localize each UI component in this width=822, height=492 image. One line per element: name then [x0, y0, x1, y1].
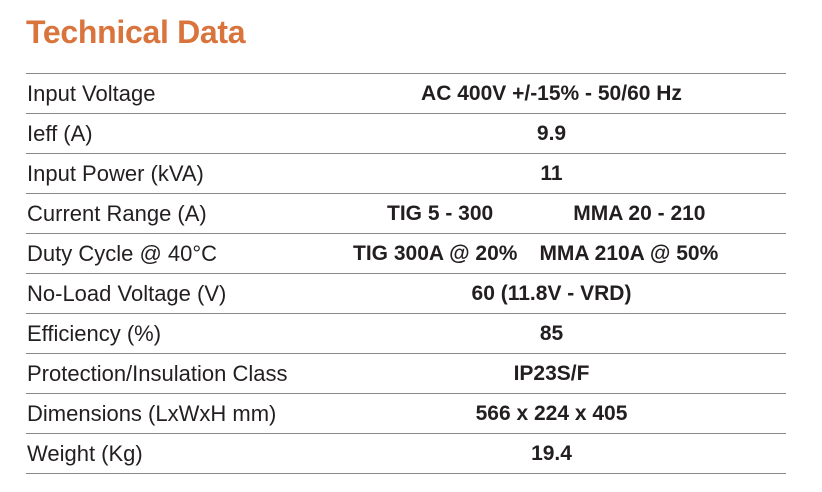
spec-value-text: 19.4 — [531, 441, 572, 465]
spec-value-tig: TIG 5 - 300 — [387, 201, 494, 225]
spec-value-tig: TIG 300A @ 20% — [353, 241, 518, 265]
spec-value: 60 (11.8V - VRD) — [357, 282, 786, 306]
spec-row-input-power: Input Power (kVA) 11 — [26, 154, 786, 194]
spec-label: Duty Cycle @ 40°C — [27, 240, 218, 266]
spec-value: IP23S/F — [357, 362, 786, 386]
spec-table: Input Voltage AC 400V +/-15% - 50/60 Hz … — [26, 73, 786, 474]
spec-value: 85 — [357, 322, 786, 346]
spec-label: Weight (Kg) — [27, 440, 143, 466]
spec-value-text: 11 — [540, 161, 563, 185]
spec-value-mma: MMA 210A @ 50% — [539, 241, 719, 265]
spec-label: Protection/Insulation Class — [27, 360, 288, 386]
spec-value-mma: MMA 20 - 210 — [573, 201, 706, 225]
spec-value: TIG 5 - 300 MMA 20 - 210 — [357, 202, 786, 226]
spec-label: Efficiency (%) — [27, 320, 162, 346]
spec-value: 566 x 224 x 405 — [357, 402, 786, 426]
spec-row-ieff: Ieff (A) 9.9 — [26, 114, 786, 154]
spec-label: Input Power (kVA) — [27, 160, 204, 186]
spec-row-weight: Weight (Kg) 19.4 — [26, 434, 786, 474]
spec-row-duty-cycle: Duty Cycle @ 40°C TIG 300A @ 20% MMA 210… — [26, 234, 786, 274]
spec-row-input-voltage: Input Voltage AC 400V +/-15% - 50/60 Hz — [26, 73, 786, 114]
spec-row-dimensions: Dimensions (LxWxH mm) 566 x 224 x 405 — [26, 394, 786, 434]
spec-value-text: 566 x 224 x 405 — [475, 401, 628, 425]
spec-value: 19.4 — [357, 442, 786, 466]
spec-label: No-Load Voltage (V) — [27, 280, 227, 306]
spec-label: Input Voltage — [27, 80, 156, 106]
spec-value: AC 400V +/-15% - 50/60 Hz — [357, 82, 786, 106]
spec-row-no-load-voltage: No-Load Voltage (V) 60 (11.8V - VRD) — [26, 274, 786, 314]
spec-value: TIG 300A @ 20% MMA 210A @ 50% — [353, 241, 786, 266]
spec-value-text: 85 — [539, 321, 564, 345]
spec-row-current-range: Current Range (A) TIG 5 - 300 MMA 20 - 2… — [26, 194, 786, 234]
spec-value-text: IP23S/F — [513, 361, 590, 385]
spec-row-protection-class: Protection/Insulation Class IP23S/F — [26, 354, 786, 394]
spec-value-text: 9.9 — [536, 121, 567, 145]
page-title: Technical Data — [26, 14, 246, 50]
spec-row-efficiency: Efficiency (%) 85 — [26, 314, 786, 354]
spec-label: Ieff (A) — [27, 120, 93, 146]
spec-value-text: AC 400V +/-15% - 50/60 Hz — [421, 81, 682, 105]
spec-value: 11 — [357, 162, 786, 186]
spec-label: Current Range (A) — [27, 200, 207, 226]
spec-value-text: 60 (11.8V - VRD) — [471, 281, 632, 305]
spec-value: 9.9 — [357, 122, 786, 146]
spec-label: Dimensions (LxWxH mm) — [27, 400, 277, 426]
